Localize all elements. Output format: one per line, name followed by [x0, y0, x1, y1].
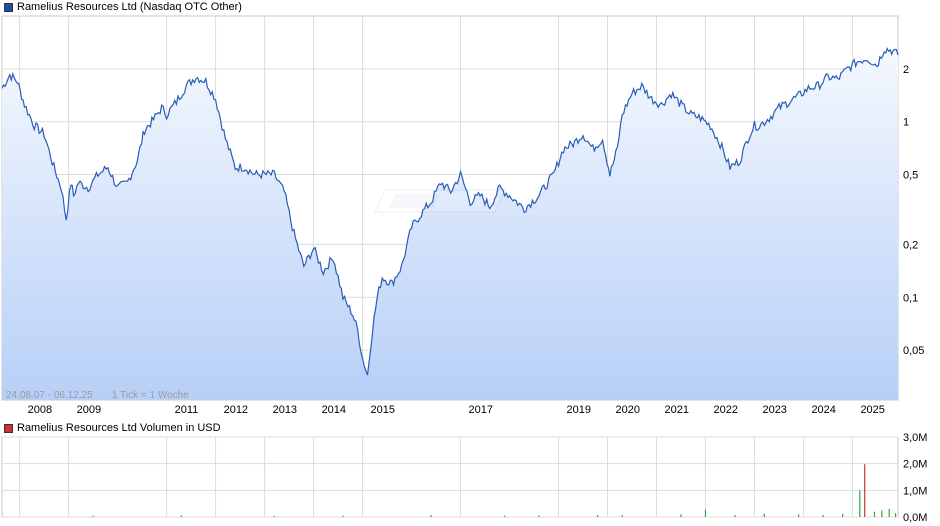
price-ytick-label: 2	[903, 64, 909, 76]
price-area-fill	[2, 48, 898, 400]
date-range-text: 24.08.07 - 06.12.25	[6, 390, 93, 401]
price-xtick-label: 2021	[664, 404, 688, 416]
volume-legend-swatch	[4, 423, 13, 433]
price-ytick-label: 0,05	[903, 345, 924, 357]
volume-y-axis: 3,0M 2,0M 1,0M 0,0M	[903, 432, 927, 524]
price-xtick-label: 2008	[28, 404, 52, 416]
price-xtick-label: 2017	[469, 404, 493, 416]
price-legend-swatch	[4, 2, 13, 12]
volume-ytick-label: 3,0M	[903, 432, 927, 444]
volume-legend-label: Ramelius Resources Ltd Volumen in USD	[17, 422, 221, 434]
price-ytick-label: 0,2	[903, 239, 918, 251]
price-xtick-label: 2024	[811, 404, 835, 416]
volume-gridlines	[2, 436, 898, 518]
price-legend: Ramelius Resources Ltd (Nasdaq OTC Other…	[4, 0, 242, 14]
price-legend-label: Ramelius Resources Ltd (Nasdaq OTC Other…	[17, 1, 242, 13]
price-xtick-label: 2023	[762, 404, 786, 416]
volume-ytick-label: 2,0M	[903, 459, 927, 471]
volume-plot-frame	[1, 436, 899, 518]
price-xtick-label: 2012	[224, 404, 248, 416]
price-ytick-label: 1	[903, 117, 909, 129]
tick-info-text: 1 Tick = 1 Woche	[112, 390, 189, 401]
price-line	[1, 47, 899, 376]
volume-legend: Ramelius Resources Ltd Volumen in USD	[4, 421, 221, 435]
price-xtick-label: 2015	[371, 404, 395, 416]
price-ytick-label: 0,5	[903, 170, 918, 182]
price-xtick-label: 2022	[713, 404, 737, 416]
price-x-axis: 2008 2009 2011 2012 2013 2014 2015 2017 2019 2020…	[28, 404, 885, 416]
volume-bars	[92, 464, 897, 517]
price-xtick-label: 2025	[860, 404, 884, 416]
price-xtick-label: 2019	[567, 404, 591, 416]
price-xtick-label: 2014	[322, 404, 346, 416]
price-xtick-label: 2020	[615, 404, 639, 416]
volume-ytick-label: 0,0M	[903, 512, 927, 524]
price-xtick-label: 2009	[77, 404, 101, 416]
price-y-axis: 2 1 0,5 0,2 0,1 0,05	[903, 64, 924, 357]
price-xtick-label: 2013	[273, 404, 297, 416]
volume-ytick-label: 1,0M	[903, 485, 927, 497]
price-xtick-label: 2011	[175, 404, 199, 416]
price-ytick-label: 0,1	[903, 292, 918, 304]
